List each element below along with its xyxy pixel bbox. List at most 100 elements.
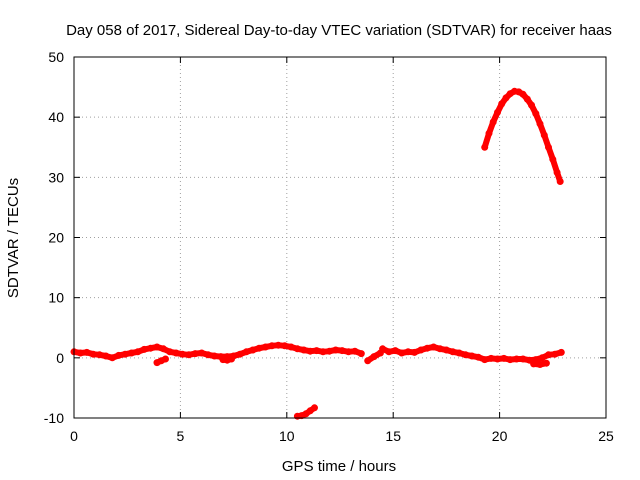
data-point [140, 345, 148, 353]
data-point [96, 351, 103, 359]
series-dip-1 [153, 355, 169, 367]
data-point [115, 351, 123, 359]
data-point [417, 346, 425, 354]
data-point [536, 361, 544, 368]
data-point [153, 343, 161, 351]
data-point [540, 131, 548, 139]
series-gap-fragment [364, 349, 384, 365]
data-point [513, 355, 521, 363]
data-point [162, 355, 169, 363]
data-point [494, 355, 501, 363]
y-tick-label: 30 [48, 169, 64, 185]
data-point [198, 349, 206, 357]
data-point [262, 343, 269, 351]
data-point [545, 143, 552, 151]
x-tick-label: 25 [598, 428, 614, 444]
data-point [134, 348, 142, 356]
data-point [385, 348, 393, 356]
data-point [542, 359, 550, 367]
data-point [255, 344, 263, 352]
data-point [281, 342, 289, 350]
data-point [462, 351, 470, 359]
data-point [430, 343, 438, 351]
series-main [70, 341, 365, 362]
data-point [489, 118, 497, 126]
series-low-segment [293, 404, 318, 420]
data-point [242, 348, 250, 356]
data-point [300, 346, 308, 354]
data-point [449, 348, 457, 356]
data-point [76, 349, 84, 357]
data-point [411, 348, 418, 356]
x-tick-label: 20 [492, 428, 508, 444]
data-point [128, 349, 135, 357]
data-point [102, 352, 110, 360]
data-point [147, 344, 155, 352]
data-point [268, 342, 276, 350]
data-point [468, 352, 476, 360]
data-point [306, 347, 314, 355]
x-tick-label: 15 [385, 428, 401, 444]
data-point [528, 101, 535, 109]
data-point [364, 357, 372, 365]
data-point [423, 344, 431, 352]
data-point [313, 347, 321, 355]
data-point [494, 108, 501, 116]
data-point [228, 355, 235, 363]
series-segment-2 [379, 343, 565, 364]
x-tick-label: 0 [70, 428, 78, 444]
data-point [204, 351, 212, 359]
data-point [325, 347, 333, 355]
data-point [549, 155, 557, 163]
data-point [236, 350, 244, 358]
data-point [191, 350, 199, 358]
y-tick-label: 0 [56, 350, 64, 366]
data-point [166, 348, 174, 356]
data-point [487, 354, 495, 362]
data-point [311, 404, 318, 412]
y-tick-label: 40 [48, 109, 64, 125]
data-point [498, 100, 506, 108]
y-axis-label: SDTVAR / TECUs [5, 178, 22, 298]
data-point [172, 349, 180, 357]
y-tick-label: -10 [44, 410, 64, 426]
data-point [345, 348, 352, 356]
series-line [481, 88, 564, 185]
data-point [83, 348, 91, 356]
data-point [108, 354, 116, 362]
chart-title: Day 058 of 2017, Sidereal Day-to-day VTE… [66, 22, 612, 39]
data-point [351, 347, 359, 355]
data-point [332, 346, 340, 354]
data-point [185, 351, 193, 359]
data-point [391, 347, 399, 355]
y-tick-label: 50 [48, 49, 64, 65]
data-point [538, 354, 546, 362]
data-point [376, 349, 384, 357]
data-point [179, 350, 186, 358]
data-point [530, 360, 538, 368]
data-point [274, 341, 282, 349]
data-point [557, 348, 565, 356]
series-arc [481, 87, 564, 185]
data-point [287, 343, 295, 351]
data-point [545, 351, 552, 359]
data-point [519, 90, 527, 98]
data-point [551, 350, 559, 358]
data-point [249, 346, 257, 354]
data-point [523, 95, 531, 103]
data-point [398, 349, 406, 357]
data-point [357, 350, 365, 358]
data-point [500, 354, 508, 362]
data-point [159, 345, 167, 353]
data-point [293, 345, 301, 353]
y-tick-label: 10 [48, 290, 64, 306]
data-series [70, 87, 565, 420]
data-point [370, 353, 378, 361]
y-tick-label: 20 [48, 230, 64, 246]
data-point [436, 345, 444, 353]
series-dip-2 [219, 355, 235, 364]
axis-ticks: 0 5 10 15 20 25 -10 0 10 20 30 40 50 [44, 49, 614, 444]
x-tick-label: 10 [279, 428, 295, 444]
data-point [121, 350, 129, 358]
